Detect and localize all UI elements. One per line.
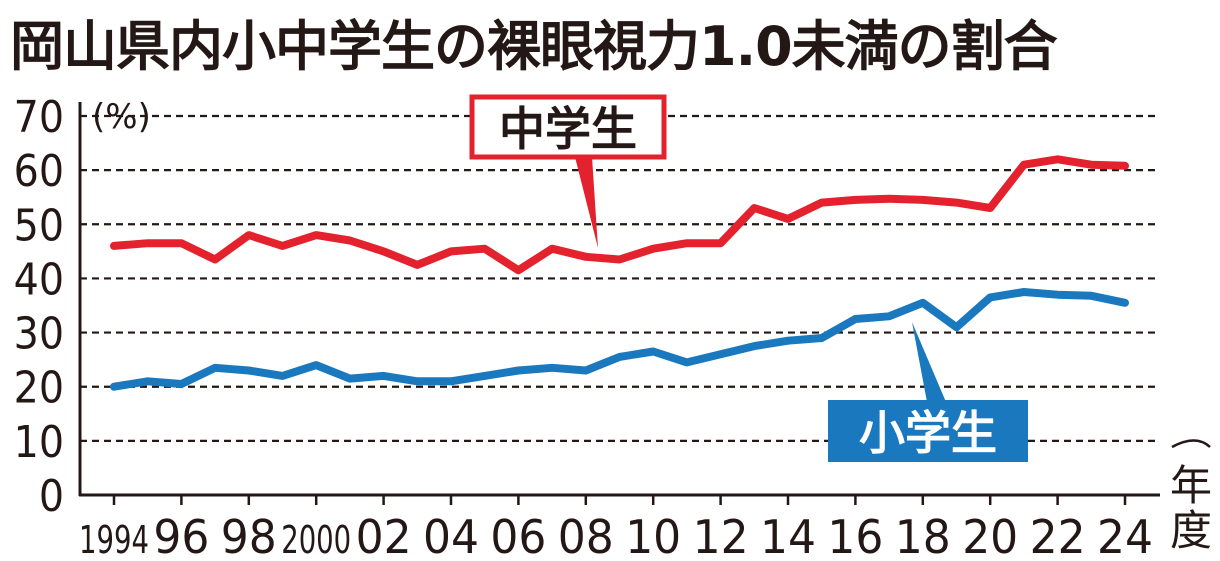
x-tick-label: 10 xyxy=(625,510,681,561)
x-tick-label: 04 xyxy=(423,510,479,561)
x-axis-unit-char: 年 xyxy=(1170,461,1212,510)
series-label: 小学生 xyxy=(859,406,997,460)
x-tick-label: 20 xyxy=(962,510,1018,561)
x-tick-label: 96 xyxy=(153,510,209,561)
y-tick-label: 20 xyxy=(14,363,64,414)
x-tick-label: 06 xyxy=(490,510,546,561)
y-tick-label: 40 xyxy=(14,254,64,305)
x-tick-label: 22 xyxy=(1030,510,1086,561)
callout-box xyxy=(828,400,1028,462)
y-tick-label: 30 xyxy=(14,309,64,360)
x-tick-label: 1994 xyxy=(79,518,149,561)
chart-title: 岡山県内小中学生の裸眼視力1.0未満の割合 xyxy=(10,15,1058,78)
x-tick-label: 16 xyxy=(827,510,883,561)
x-tick-label: 98 xyxy=(221,510,277,561)
x-unit-paren-open xyxy=(1171,439,1211,449)
x-axis-unit-char: 度 xyxy=(1170,506,1212,555)
callout-pointer xyxy=(575,157,598,248)
y-tick-label: 10 xyxy=(14,417,64,468)
y-tick-label: 0 xyxy=(39,471,64,522)
x-tick-label: 02 xyxy=(356,510,412,561)
x-tick-label: 12 xyxy=(693,510,749,561)
y-axis-unit: (%) xyxy=(92,97,151,137)
x-tick-label: 24 xyxy=(1097,510,1153,561)
series-label: 中学生 xyxy=(499,102,637,156)
callout-pointer xyxy=(912,322,946,402)
callout-box xyxy=(469,94,667,160)
y-tick-label: 70 xyxy=(14,92,64,143)
y-tick-label: 50 xyxy=(14,200,64,251)
y-tick-label: 60 xyxy=(14,146,64,197)
x-tick-label: 2000 xyxy=(281,518,351,561)
x-tick-label: 18 xyxy=(895,510,951,561)
series-line-shogakusei xyxy=(110,288,1129,391)
series-line-chugakusei xyxy=(110,155,1129,275)
x-tick-label: 14 xyxy=(760,510,816,561)
x-tick-label: 08 xyxy=(558,510,614,561)
